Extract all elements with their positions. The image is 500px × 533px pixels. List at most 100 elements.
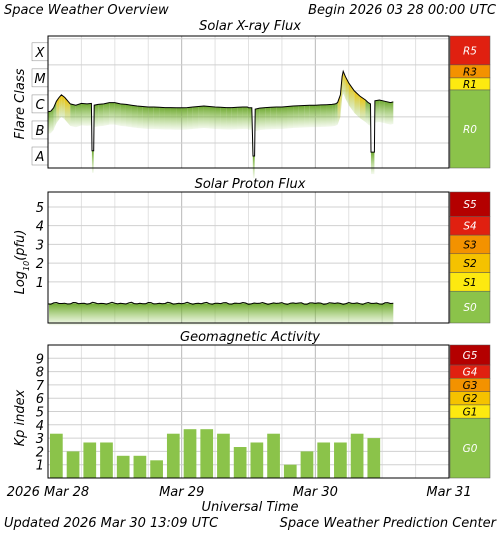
xray-flux-band	[298, 105, 305, 128]
xray-scale-label: R0	[463, 124, 477, 136]
xray-flux-band	[365, 100, 369, 125]
xray-flux-band	[348, 83, 355, 113]
kp-bar	[233, 447, 247, 478]
xray-flux-band	[125, 104, 132, 128]
kp-bar	[150, 460, 163, 478]
kp-scale-g5	[449, 344, 491, 366]
xray-flux-band	[148, 107, 154, 130]
xray-flux-band	[390, 101, 394, 125]
xray-flux-band	[384, 101, 391, 125]
y-tick-label: 5	[36, 201, 44, 216]
xray-flux-band	[215, 107, 221, 130]
proton-ylabel-main: Log	[13, 271, 28, 294]
xray-flux-band	[237, 107, 243, 130]
plot-border	[47, 191, 450, 324]
proton-ylabel: Log10(pfu)	[13, 230, 31, 295]
xray-flux-band	[187, 107, 193, 130]
kp-bar	[217, 433, 230, 478]
xray-flux-band	[75, 103, 82, 128]
proton-scale-label: S3	[463, 239, 476, 251]
xray-flux-band	[176, 107, 182, 130]
xray-flux-band	[203, 105, 210, 129]
xray-flux-band	[309, 105, 316, 128]
xray-flux-band	[255, 108, 260, 132]
x-tick-label: Mar 30	[293, 485, 338, 500]
xray-flux-band	[220, 107, 227, 130]
xray-flux-band	[120, 103, 126, 127]
xray-flux-band	[359, 96, 366, 122]
xray-flux-band	[164, 107, 171, 130]
xray-flux-band	[192, 106, 199, 130]
kp-bar	[334, 442, 347, 478]
flare-class-label: A	[35, 150, 45, 165]
kp-scale-label: G0	[463, 443, 478, 455]
flare-class-label: B	[36, 124, 45, 139]
xray-flux-band	[81, 103, 87, 126]
xray-flux-band	[181, 107, 188, 130]
xray-flux-band	[198, 105, 204, 129]
xray-flux-band	[281, 106, 288, 130]
xray-flux-band	[94, 104, 99, 128]
xray-flux-band	[315, 104, 321, 128]
kp-bar	[133, 455, 147, 478]
proton-ylabel-tail: (pfu)	[13, 230, 28, 261]
kp-ylabel: Kp index	[13, 389, 28, 446]
proton-panel: 1 2 3 4 5 S0 S1 S2 S3 S4 S5	[36, 191, 491, 326]
xray-flux-band	[287, 105, 294, 129]
proton-scale-label: S0	[463, 302, 477, 314]
xray-scale-label: R3	[463, 66, 477, 78]
proton-flux-band	[49, 303, 394, 326]
kp-scale-label: G4	[463, 367, 478, 379]
kp-bar	[267, 433, 280, 478]
flare-class-label: C	[35, 98, 45, 113]
proton-scale-label: S5	[463, 199, 477, 211]
kp-scale-label: G2	[463, 393, 478, 405]
kp-bar	[367, 438, 381, 478]
xray-ylabel: Flare Class	[13, 68, 28, 139]
proton-scale-label: S2	[463, 258, 477, 270]
plot-border	[47, 35, 450, 169]
xray-flux-band	[98, 103, 104, 127]
credit: Space Weather Prediction Center	[280, 516, 498, 531]
y-tick-label: 4	[36, 220, 44, 235]
xray-flux-band	[53, 101, 57, 130]
begin-time: Begin 2026 03 28 00:00 UTC	[308, 3, 497, 18]
x-axis: 2026 Mar 28 Mar 29 Mar 30 Mar 31	[7, 485, 472, 500]
xray-flux-band	[61, 94, 65, 120]
xray-flux-band	[159, 107, 165, 130]
xray-flux-band	[335, 102, 338, 126]
xray-panel-title: Solar X-ray Flux	[199, 19, 301, 34]
xray-flux-band	[231, 107, 238, 130]
xray-flux-band	[293, 105, 299, 128]
plot-border	[47, 344, 450, 479]
xray-flux-band	[276, 107, 282, 130]
xray-scale-r0	[449, 89, 491, 169]
xray-flux-band	[247, 107, 249, 130]
xray-flux-band	[368, 102, 371, 126]
x-tick-label: Mar 29	[159, 485, 204, 500]
kp-bar	[50, 433, 63, 478]
xray-flux-band	[64, 97, 71, 126]
kp-bar	[66, 451, 80, 478]
xray-flux-band	[326, 104, 333, 127]
xray-flux-band	[137, 105, 143, 129]
proton-ylabel-sub: 10	[22, 261, 31, 271]
proton-scale-label: S4	[463, 221, 476, 233]
xray-flux-band	[379, 100, 385, 124]
xray-flux-band	[226, 107, 232, 130]
xray-scale-r5	[449, 35, 491, 66]
kp-bar	[183, 429, 197, 478]
y-tick-label: 6	[36, 392, 44, 407]
x-tick-label: Mar 31	[426, 485, 471, 500]
xray-flux-band	[91, 150, 94, 173]
x-axis-label: Universal Time	[201, 500, 298, 515]
xray-flux-band	[142, 106, 149, 130]
xray-flux-band	[332, 103, 336, 127]
xray-flux-band	[209, 106, 216, 130]
kp-bar	[116, 455, 130, 478]
xray-flux-band	[56, 97, 60, 124]
xray-flux-band	[48, 111, 51, 134]
geomagnetic-panel-title: Geomagnetic Activity	[180, 330, 320, 345]
xray-flux-band	[70, 103, 76, 128]
